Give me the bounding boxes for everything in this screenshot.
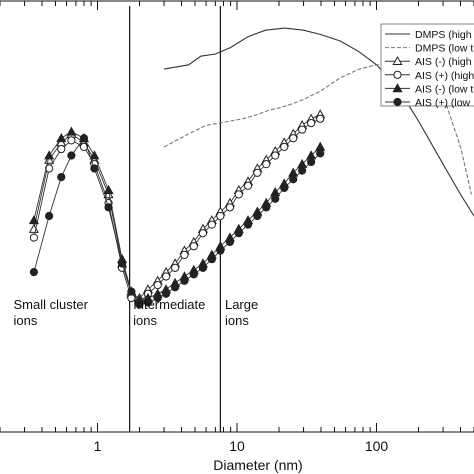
x-tick-label: 1 [94, 438, 102, 454]
data-point-ais_pos_low [180, 276, 189, 285]
annotation-intermediate: Intermediate ions [133, 297, 205, 328]
data-point-ais_pos_high [225, 203, 235, 212]
data-point-ais_pos_high [234, 190, 243, 199]
data-point-ais_pos_high [153, 281, 162, 290]
data-point-ais_pos_high [262, 160, 271, 169]
data-point-ais_pos_low [225, 237, 235, 247]
data-point-ais_neg_high [103, 189, 114, 199]
data-point-ais_pos_low [67, 151, 76, 160]
legend-label: DMPS (low t [415, 43, 473, 55]
data-point-ais_pos_low [90, 164, 99, 173]
legend-swatch-marker [392, 55, 403, 66]
data-point-ais_pos_low [189, 270, 198, 279]
legend-swatch-marker [392, 83, 403, 93]
data-point-ais_pos_low [143, 298, 153, 307]
series-ais_pos_high [29, 114, 325, 307]
data-point-ais_neg_low [44, 150, 55, 160]
legend-label: AIS (-) (high [415, 56, 472, 68]
data-point-ais_pos_high [180, 250, 189, 259]
data-point-ais_pos_high [45, 164, 54, 173]
data-point-ais_pos_low [127, 287, 136, 296]
annotation-line: Large [225, 297, 258, 312]
legend-label: AIS (+) (low [415, 97, 471, 109]
data-point-ais_pos_high [280, 142, 289, 151]
data-point-ais_pos_high [243, 181, 253, 190]
data-point-ais_neg_low [103, 184, 114, 194]
data-point-ais_pos_low [271, 194, 280, 203]
data-point-ais_pos_low [307, 157, 316, 167]
series-ais_pos_low [29, 134, 325, 309]
data-point-ais_pos_high [207, 220, 216, 229]
data-point-ais_pos_low [207, 255, 216, 264]
legend-label: DMPS (high [415, 29, 472, 41]
data-point-ais_pos_high [198, 229, 208, 238]
data-point-ais_pos_low [117, 259, 127, 268]
annotation-line: Intermediate [133, 297, 205, 312]
annotation-large: Large ions [225, 297, 258, 328]
data-point-ais_pos_low [234, 229, 243, 238]
data-point-ais_pos_low [57, 173, 66, 182]
data-point-ais_pos_low [45, 211, 54, 221]
data-point-ais_pos_high [253, 168, 262, 177]
data-point-ais_pos_low [289, 175, 298, 184]
annotation-line: ions [225, 313, 249, 328]
data-point-ais_pos_low [298, 166, 307, 175]
data-point-ais_pos_high [298, 125, 307, 134]
annotation-line: ions [133, 313, 157, 328]
series-line-dmps_high [164, 27, 474, 217]
legend-swatch-marker [393, 70, 402, 79]
data-point-ais_pos_low [280, 183, 289, 193]
data-point-ais_neg_low [56, 133, 67, 143]
data-point-ais_pos_low [243, 220, 253, 229]
data-point-ais_neg_low [28, 215, 39, 225]
series-line-ais_pos_high [33, 118, 321, 303]
data-point-ais_neg_high [44, 154, 55, 164]
data-point-ais_pos_high [316, 114, 325, 123]
x-axis-label: Diameter (nm) [213, 457, 302, 473]
data-point-ais_pos_low [198, 263, 208, 272]
data-point-ais_pos_high [289, 134, 298, 143]
annotation-line: ions [14, 313, 38, 328]
data-point-ais_pos_low [161, 289, 171, 298]
region-dividers [129, 6, 221, 432]
data-point-ais_pos_low [104, 203, 113, 212]
data-point-ais_pos_high [271, 151, 280, 160]
x-axis-ticks [0, 1, 474, 432]
data-point-ais_neg_low [315, 141, 326, 151]
data-point-ais_pos_low [262, 203, 271, 212]
series-dmps_high [164, 27, 474, 217]
x-tick-label: 100 [365, 438, 389, 454]
data-point-ais_pos_high [216, 211, 225, 221]
data-point-ais_pos_low [79, 134, 89, 143]
legend-label: AIS (+) (high [415, 70, 474, 82]
data-point-ais_pos_low [216, 246, 225, 255]
data-point-ais_pos_high [57, 144, 66, 154]
data-point-ais_neg_low [66, 126, 77, 136]
data-point-ais_pos_high [189, 242, 198, 251]
legend-label: AIS (-) (low t [415, 83, 473, 95]
x-tick-labels: 1 10 100 [94, 438, 389, 454]
data-point-ais_pos_high [307, 119, 316, 128]
annotation-small: Small cluster ions [14, 297, 89, 328]
legend-swatch-marker [393, 97, 402, 107]
series-line-ais_pos_low [33, 137, 321, 306]
data-point-ais_pos_high [171, 263, 180, 272]
data-point-ais_pos_high [67, 136, 76, 145]
data-point-ais_neg_low [89, 150, 100, 160]
data-point-ais_pos_low [253, 211, 262, 221]
data-point-ais_pos_high [79, 142, 89, 151]
x-tick-label: 10 [229, 438, 245, 454]
data-point-ais_pos_low [135, 300, 144, 309]
data-point-ais_pos_high [161, 272, 171, 281]
data-point-ais_pos_low [29, 268, 39, 277]
data-point-ais_pos_low [153, 293, 162, 303]
data-point-ais_pos_low [316, 149, 325, 158]
data-point-ais_pos_high [29, 233, 39, 242]
annotation-line: Small cluster [14, 297, 89, 312]
data-point-ais_pos_low [171, 283, 180, 292]
